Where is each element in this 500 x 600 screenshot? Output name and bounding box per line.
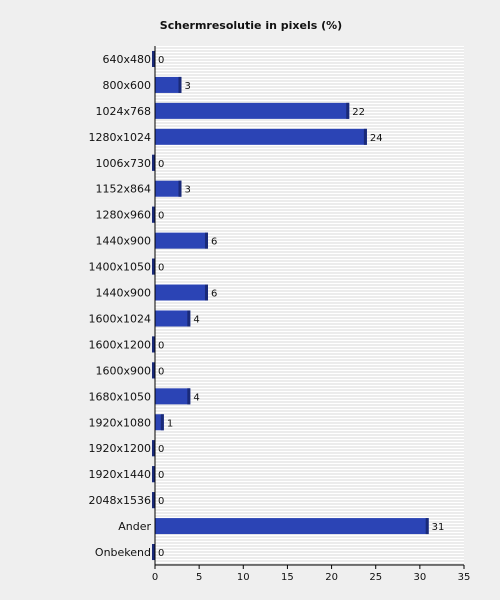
bar-edge <box>178 180 182 197</box>
bar <box>155 284 208 301</box>
bar-edge <box>204 232 208 249</box>
category-label: 1400x1050 <box>89 261 152 274</box>
category-label: 1440x900 <box>96 287 152 300</box>
data-label: 4 <box>193 314 199 325</box>
data-label: 6 <box>211 237 217 248</box>
data-label: 0 <box>158 366 164 377</box>
data-label: 0 <box>158 211 164 222</box>
bar-edge <box>152 362 155 379</box>
data-label: 3 <box>184 185 190 196</box>
category-label: 1280x1024 <box>89 131 152 144</box>
bar-edge <box>152 544 155 561</box>
data-label: 0 <box>158 340 164 351</box>
data-label: 0 <box>158 444 164 455</box>
data-label: 0 <box>158 263 164 274</box>
x-tick-label: 10 <box>237 572 250 583</box>
data-label: 6 <box>211 289 217 300</box>
bar <box>155 518 429 535</box>
bar-edge <box>425 518 429 535</box>
bar-edge <box>160 414 164 431</box>
bar <box>155 388 191 405</box>
category-label: 1600x900 <box>96 364 152 377</box>
bar <box>155 232 208 249</box>
category-label: 1600x1024 <box>89 312 152 325</box>
chart-title: Schermresolutie in pixels (%) <box>160 19 342 32</box>
category-label: Onbekend <box>95 546 151 559</box>
bar-edge <box>152 492 155 509</box>
bar-edge <box>152 466 155 483</box>
bar <box>155 102 350 119</box>
category-label: 800x600 <box>102 79 151 92</box>
data-label: 31 <box>432 522 445 533</box>
category-label: 2048x1536 <box>89 494 152 507</box>
category-label: 1600x1200 <box>89 338 152 351</box>
bar <box>155 128 367 145</box>
category-label: 1280x960 <box>96 209 152 222</box>
category-label: 1152x864 <box>96 183 152 196</box>
data-label: 0 <box>158 548 164 559</box>
category-label: 1920x1200 <box>89 442 152 455</box>
data-label: 0 <box>158 496 164 507</box>
data-label: 24 <box>370 133 383 144</box>
bar <box>155 414 164 431</box>
category-label: 1024x768 <box>96 105 152 118</box>
category-label: 1006x730 <box>96 157 152 170</box>
data-label: 4 <box>193 392 199 403</box>
x-tick-label: 5 <box>196 572 202 583</box>
bar-edge <box>346 102 350 119</box>
data-label: 22 <box>352 107 365 118</box>
category-label: Ander <box>118 520 151 533</box>
category-label: 1920x1080 <box>89 416 152 429</box>
data-label: 0 <box>158 159 164 170</box>
bar-edge <box>187 310 191 327</box>
bar-edge <box>152 206 155 223</box>
data-label: 0 <box>158 470 164 481</box>
category-label: 1680x1050 <box>89 390 152 403</box>
category-label: 1920x1440 <box>89 468 152 481</box>
bar-edge <box>152 50 155 67</box>
bar-edge <box>152 336 155 353</box>
x-tick-label: 35 <box>458 572 471 583</box>
bar-edge <box>152 440 155 457</box>
bar-edge <box>178 76 182 93</box>
bar <box>155 76 182 93</box>
bar-edge <box>187 388 191 405</box>
category-label: 640x480 <box>102 53 151 66</box>
bar-edge <box>363 128 367 145</box>
bar <box>155 310 191 327</box>
bar <box>155 180 182 197</box>
x-tick-label: 15 <box>281 572 294 583</box>
data-label: 1 <box>167 418 173 429</box>
x-tick-label: 0 <box>152 572 158 583</box>
bar-edge <box>152 154 155 171</box>
data-label: 3 <box>184 81 190 92</box>
bar-edge <box>152 258 155 275</box>
bar-edge <box>204 284 208 301</box>
category-label: 1440x900 <box>96 235 152 248</box>
data-label: 0 <box>158 55 164 66</box>
x-tick-label: 25 <box>369 572 382 583</box>
x-tick-label: 30 <box>413 572 426 583</box>
x-tick-label: 20 <box>325 572 338 583</box>
